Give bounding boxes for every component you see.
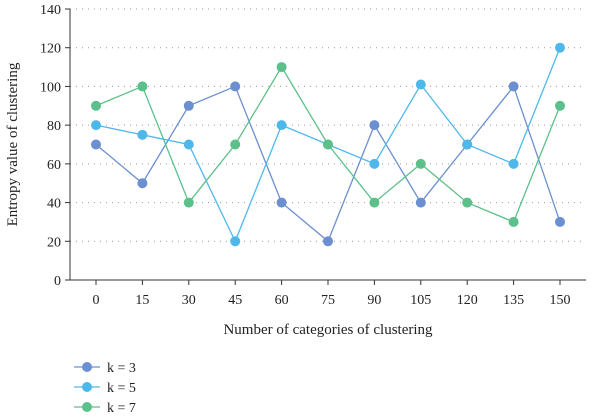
y-tick-label: 20 xyxy=(47,235,61,250)
data-point-series-3 xyxy=(183,197,194,208)
data-point-series-1 xyxy=(323,236,333,247)
legend-label: k = 5 xyxy=(107,381,136,396)
data-point-series-1 xyxy=(508,81,519,92)
legend: k = 3 k = 5 k = 7 xyxy=(74,361,136,416)
data-point-series-3 xyxy=(415,158,426,169)
axes: 0 20 40 60 80 100 120 140 0 15 30 45 60 75 90 105 120 135… xyxy=(40,3,586,308)
data-point-series-3 xyxy=(555,100,565,111)
legend-marker xyxy=(82,402,92,412)
data-point-series-3 xyxy=(369,197,380,208)
data-point-series-2 xyxy=(91,120,101,131)
data-point-series-3 xyxy=(230,139,241,150)
data-point-series-1 xyxy=(555,216,565,227)
data-point-series-1 xyxy=(137,178,148,189)
legend-marker xyxy=(82,362,92,372)
y-tick-label: 60 xyxy=(47,158,61,173)
x-tick-label: 135 xyxy=(503,293,524,308)
grid xyxy=(70,8,586,242)
data-point-series-3 xyxy=(276,62,287,73)
legend-item-2: k = 5 xyxy=(74,381,136,396)
data-point-series-1 xyxy=(369,120,380,131)
y-tick-label: 120 xyxy=(40,42,61,57)
data-point-series-1 xyxy=(276,197,287,208)
y-axis-title: Entropy value of clustering xyxy=(5,62,21,226)
data-point-series-3 xyxy=(508,216,519,227)
data-point-series-1 xyxy=(230,81,241,92)
legend-item-3: k = 7 xyxy=(74,401,136,416)
x-tick-label: 15 xyxy=(135,293,149,308)
y-tick-label: 100 xyxy=(40,80,61,95)
x-tick-label: 150 xyxy=(550,293,571,308)
legend-marker xyxy=(82,382,92,392)
data-point-series-2 xyxy=(276,120,287,131)
legend-item-1: k = 3 xyxy=(74,361,136,376)
data-point-series-2 xyxy=(462,139,473,150)
data-point-series-2 xyxy=(369,158,380,169)
legend-label: k = 3 xyxy=(107,361,136,376)
data-point-series-1 xyxy=(415,197,426,208)
data-point-series-3 xyxy=(91,100,101,111)
x-tick-label: 45 xyxy=(228,293,242,308)
legend-label: k = 7 xyxy=(107,401,136,416)
x-tick-label: 0 xyxy=(93,293,100,308)
data-point-series-1 xyxy=(183,100,194,111)
y-tick-label: 40 xyxy=(47,197,61,212)
y-tick-label: 140 xyxy=(40,3,61,18)
data-point-series-2 xyxy=(230,236,241,247)
data-point-series-2 xyxy=(137,129,148,140)
data-point-series-3 xyxy=(137,81,148,92)
series-lines xyxy=(91,42,565,247)
data-point-series-2 xyxy=(415,79,426,90)
data-point-series-3 xyxy=(462,197,473,208)
x-tick-label: 120 xyxy=(457,293,478,308)
data-point-series-3 xyxy=(323,139,333,150)
data-point-series-2 xyxy=(508,158,519,169)
x-tick-label: 30 xyxy=(182,293,196,308)
x-axis-title: Number of categories of clustering xyxy=(223,322,433,338)
y-tick-label: 0 xyxy=(54,274,61,289)
data-point-series-1 xyxy=(91,139,101,150)
x-tick-label: 90 xyxy=(367,293,381,308)
x-tick-label: 105 xyxy=(410,293,431,308)
data-point-series-2 xyxy=(183,139,194,150)
data-point-series-2 xyxy=(555,42,565,53)
x-tick-label: 60 xyxy=(275,293,289,308)
y-tick-label: 80 xyxy=(47,119,61,134)
x-tick-label: 75 xyxy=(321,293,335,308)
